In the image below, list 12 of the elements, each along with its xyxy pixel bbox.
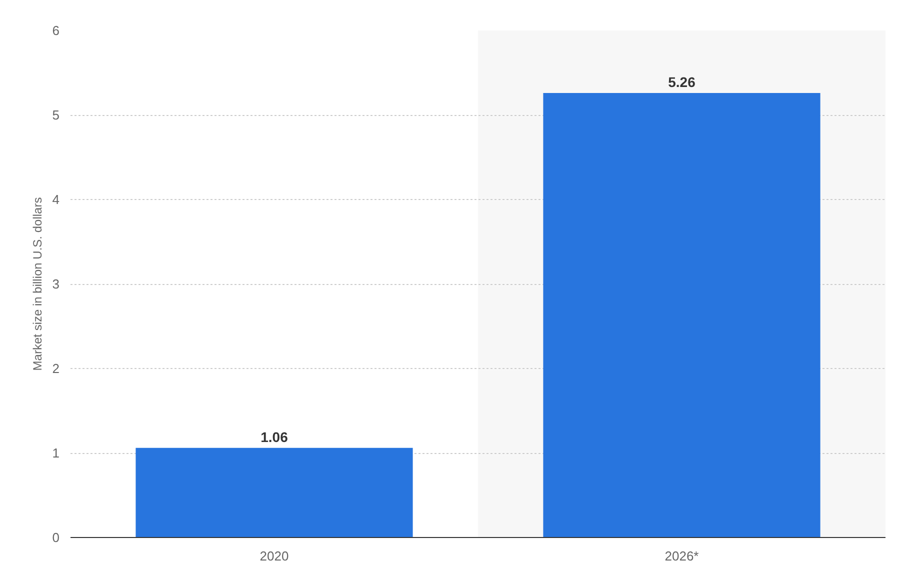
y-tick-label: 1	[52, 446, 60, 460]
x-tick-label: 2020	[260, 548, 289, 564]
y-tick-label: 0	[52, 530, 60, 545]
y-tick-label: 5	[52, 108, 60, 122]
y-axis-title: Market size in billion U.S. dollars	[30, 197, 44, 371]
y-tick-label: 6	[52, 23, 60, 38]
y-tick-label: 4	[52, 192, 60, 207]
y-tick-label: 2	[52, 361, 60, 376]
data-label: 5.26	[668, 74, 696, 90]
x-tick-label: 2026*	[664, 548, 699, 564]
y-tick-label: 3	[52, 276, 60, 292]
data-label: 1.06	[260, 428, 288, 445]
